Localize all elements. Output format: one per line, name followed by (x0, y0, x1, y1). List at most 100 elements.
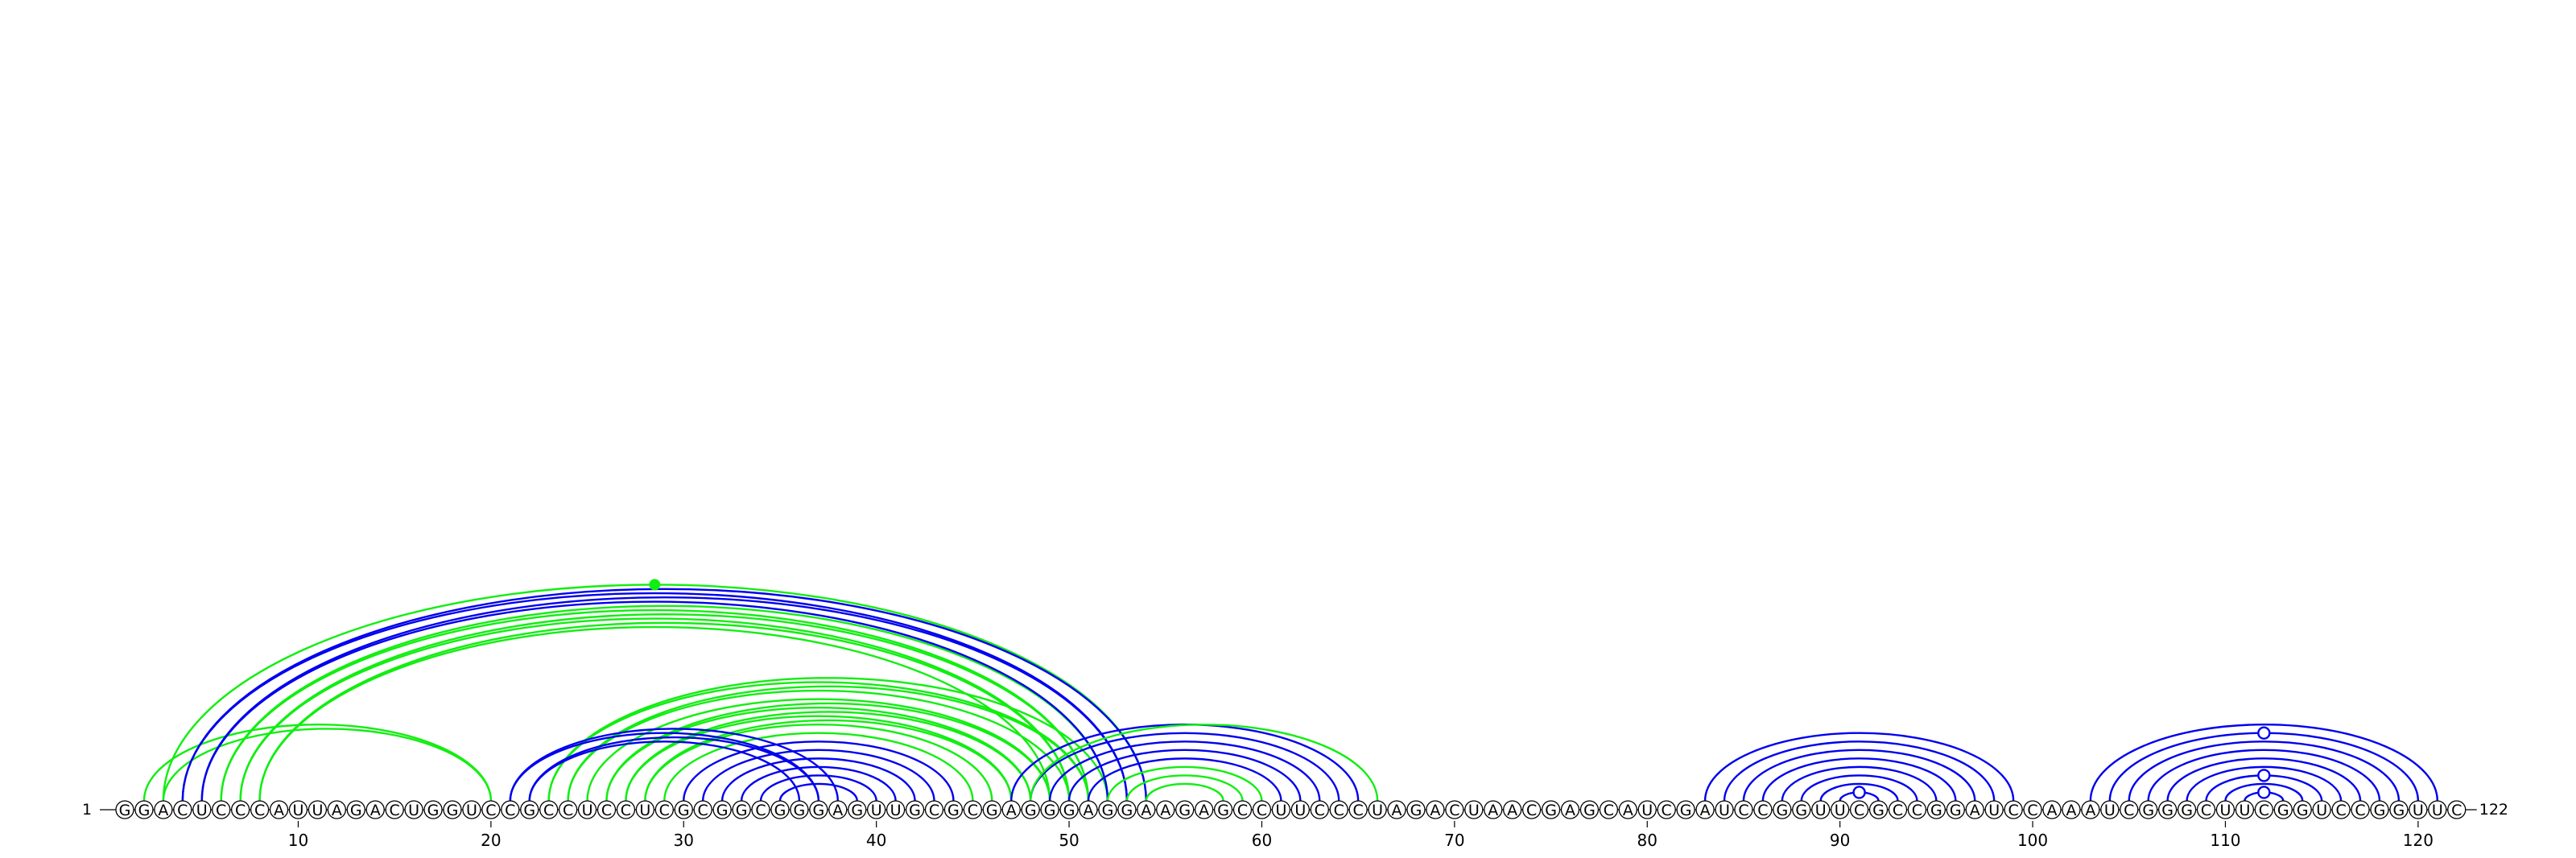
nucleotide-118-letter: G (2374, 802, 2386, 819)
nucleotide-94-circle (1907, 800, 1927, 819)
nucleotide-7-letter: C (235, 802, 246, 819)
nucleotide-97-circle (1965, 800, 1984, 819)
nucleotide-120-letter: U (2413, 802, 2424, 819)
nucleotide-3-letter: A (158, 802, 168, 819)
nucleotide-122-letter: C (2451, 802, 2462, 819)
nucleotide-89-circle (1811, 800, 1831, 819)
base-pair-arc-35-39 (778, 782, 858, 802)
nucleotide-21-circle (501, 800, 520, 819)
nucleotide-109-letter: C (2201, 802, 2211, 819)
nucleotide-91-letter: C (1854, 802, 1864, 819)
nucleotide-7-circle (230, 800, 250, 819)
nucleotide-41-circle (886, 800, 906, 819)
nucleotide-99-letter: C (2008, 802, 2018, 819)
nucleotide-58-letter: G (1217, 802, 1229, 819)
nucleotide-106-letter: G (2142, 802, 2154, 819)
base-pair-arc-3-54 (162, 584, 1148, 802)
base-pair-arc-89-93 (1819, 782, 1899, 802)
nucleotide-2-circle (134, 800, 154, 819)
nucleotide-78-letter: C (1604, 802, 1614, 819)
nucleotide-119-letter: G (2393, 802, 2405, 819)
arc-ring-marker (1852, 786, 1866, 799)
nucleotide-63-letter: C (1315, 802, 1325, 819)
nucleotide-47-circle (1001, 800, 1021, 819)
nucleotide-114-letter: G (2297, 802, 2309, 819)
nucleotide-38-letter: A (832, 802, 843, 819)
nucleotide-40-circle (867, 800, 886, 819)
nucleotide-54-letter: A (1141, 802, 1151, 819)
base-pair-arc-4-54 (181, 588, 1148, 802)
nucleotide-101-letter: A (2047, 802, 2058, 819)
nucleotide-96-letter: G (1950, 802, 1962, 819)
nucleotide-93-circle (1888, 800, 1908, 819)
nucleotide-122-circle (2447, 800, 2467, 819)
nucleotide-69-letter: A (1430, 802, 1440, 819)
nucleotide-30-circle (674, 800, 693, 819)
nucleotide-66-letter: U (1372, 802, 1383, 819)
tick-label-70: 70 (1444, 831, 1464, 850)
base-pair-arc-29-45 (663, 732, 974, 802)
nucleotide-68-circle (1406, 800, 1426, 819)
nucleotide-61-circle (1271, 800, 1291, 819)
base-pair-arc-83-99 (1703, 732, 2015, 802)
nucleotide-78-circle (1599, 800, 1619, 819)
nucleotide-44-letter: G (947, 802, 960, 819)
nucleotide-70-circle (1445, 800, 1464, 819)
sequence-start-label: 1 (82, 801, 92, 819)
nucleotide-28-circle (635, 800, 655, 819)
nucleotide-75-circle (1541, 800, 1561, 819)
nucleotide-64-circle (1329, 800, 1348, 819)
nucleotide-32-circle (712, 800, 732, 819)
nucleotide-67-letter: A (1392, 802, 1402, 819)
base-pair-arc-2-20 (142, 723, 493, 802)
nucleotide-22-letter: G (523, 802, 535, 819)
nucleotide-67-circle (1387, 800, 1406, 819)
nucleotide-71-letter: U (1468, 802, 1480, 819)
nucleotide-86-circle (1753, 800, 1773, 819)
nucleotide-42-circle (905, 800, 925, 819)
nucleotide-108-letter: G (2181, 802, 2193, 819)
nucleotide-4-letter: C (177, 802, 188, 819)
base-pair-arc-49-63 (1048, 740, 1321, 802)
nucleotide-18-letter: G (447, 802, 459, 819)
nucleotide-23-circle (539, 800, 559, 819)
nucleotide-113-circle (2273, 800, 2293, 819)
nucleotide-18-circle (443, 800, 462, 819)
nucleotide-49-letter: G (1044, 802, 1056, 819)
nucleotide-111-letter: U (2239, 802, 2250, 819)
nucleotide-10-circle (288, 800, 308, 819)
arc-dot-marker (649, 579, 661, 591)
base-pair-arc-110-114 (2224, 782, 2304, 802)
arc-ring-marker (2257, 769, 2271, 782)
nucleotide-6-letter: C (216, 802, 226, 819)
nucleotide-64-letter: C (1334, 802, 1344, 819)
nucleotide-121-circle (2428, 800, 2447, 819)
nucleotide-76-circle (1560, 800, 1580, 819)
nucleotide-1-letter: G (119, 802, 131, 819)
nucleotide-79-circle (1618, 800, 1637, 819)
nucleotide-77-circle (1579, 800, 1600, 819)
nucleotide-110-circle (2215, 800, 2235, 819)
nucleotide-52-letter: G (1102, 802, 1114, 819)
nucleotide-103-circle (2081, 800, 2100, 819)
base-pair-arc-3-20 (162, 728, 493, 802)
base-pair-arc-87-95 (1781, 765, 1938, 802)
nucleotide-32-letter: G (716, 802, 729, 819)
nucleotide-51-circle (1079, 800, 1098, 819)
base-pair-arc-107-117 (2166, 757, 2362, 802)
base-pair-arc-48-66 (1029, 723, 1379, 802)
nucleotide-107-circle (2157, 800, 2178, 819)
nucleotide-105-letter: C (2124, 802, 2134, 819)
base-pair-arc-88-94 (1800, 774, 1918, 802)
nucleotide-56-circle (1175, 800, 1195, 819)
nucleotide-108-circle (2177, 800, 2197, 819)
nucleotide-57-circle (1194, 800, 1214, 819)
nucleotide-16-letter: U (408, 802, 419, 819)
nucleotide-33-circle (732, 800, 751, 819)
base-pair-arc-48-64 (1029, 732, 1340, 802)
nucleotide-51-letter: A (1084, 802, 1094, 819)
nucleotide-48-letter: G (1025, 802, 1037, 819)
nucleotide-17-circle (423, 800, 443, 819)
nucleotide-57-letter: A (1199, 802, 1209, 819)
